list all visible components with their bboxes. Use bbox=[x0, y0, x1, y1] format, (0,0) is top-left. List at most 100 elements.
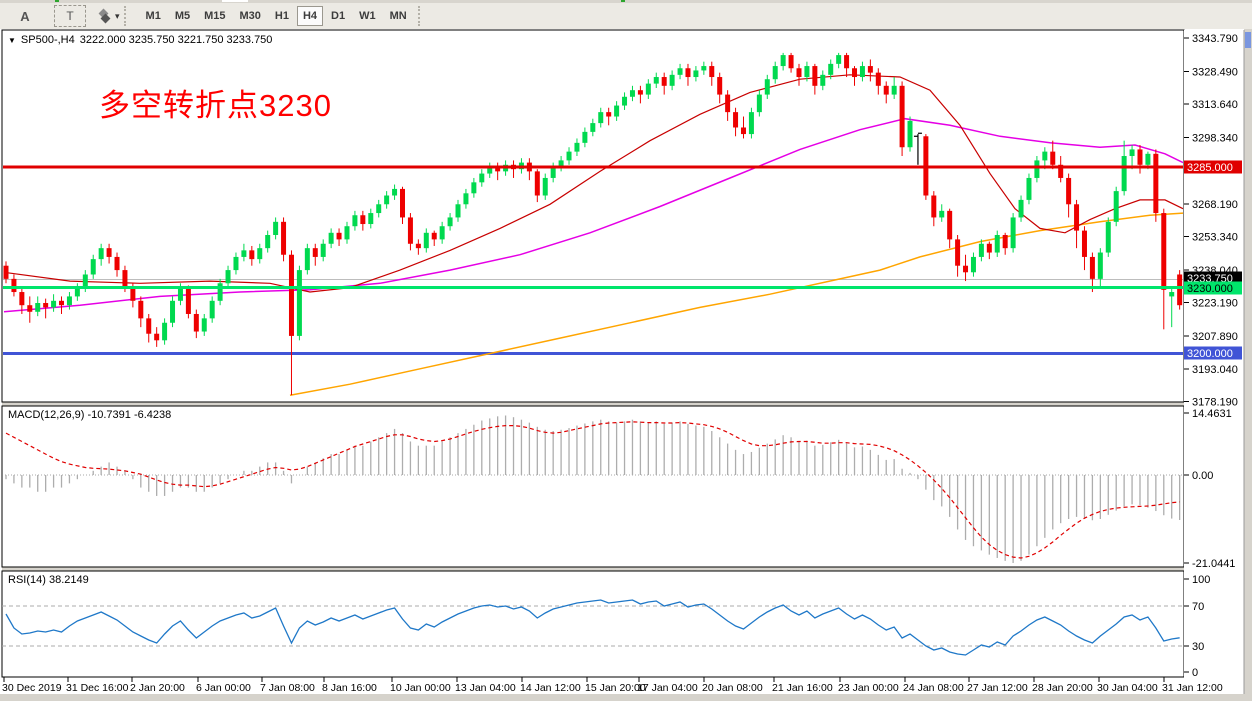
arrow-objects-tool-button[interactable]: ▾ bbox=[98, 8, 120, 23]
candle-body bbox=[51, 300, 57, 308]
candle-body bbox=[439, 226, 445, 240]
time-axis-label: 28 Jan 20:00 bbox=[1032, 682, 1093, 694]
candle-body bbox=[812, 66, 818, 86]
candle-body bbox=[1177, 274, 1183, 306]
text-label-tool-button[interactable]: T bbox=[54, 5, 86, 27]
macd-axis-label: 14.4631 bbox=[1192, 408, 1232, 420]
candle-body bbox=[1137, 149, 1143, 165]
price-tag bbox=[1184, 160, 1242, 174]
candle-body bbox=[1058, 164, 1064, 178]
candle-body bbox=[217, 283, 223, 301]
candle-body bbox=[1145, 153, 1151, 165]
panel-splitter[interactable] bbox=[2, 567, 1244, 571]
candle-body bbox=[1153, 153, 1159, 214]
timeframe-button-h1[interactable]: H1 bbox=[274, 10, 289, 22]
price-axis-label: 3268.190 bbox=[1192, 199, 1238, 211]
candle-body bbox=[590, 123, 596, 132]
timeframe-button-m15[interactable]: M15 bbox=[204, 10, 226, 22]
time-axis-label: 24 Jan 08:00 bbox=[903, 682, 964, 694]
candle-body bbox=[955, 239, 961, 266]
price-tag-label: 3230.000 bbox=[1187, 283, 1233, 295]
candle-body bbox=[978, 243, 984, 257]
timeframe-button-m1[interactable]: M1 bbox=[145, 10, 161, 22]
price-axis-label: 3298.340 bbox=[1192, 133, 1238, 145]
candle-body bbox=[1113, 191, 1119, 222]
collapse-chart-icon[interactable]: ▼ bbox=[8, 35, 16, 45]
candle-body bbox=[614, 105, 620, 117]
price-axis-label: 3313.640 bbox=[1192, 99, 1238, 111]
price-axis-column bbox=[1184, 30, 1244, 694]
price-axis-label: 3178.190 bbox=[1192, 396, 1238, 408]
candle-body bbox=[1074, 204, 1080, 231]
candle-body bbox=[154, 333, 160, 341]
timeframe-button-group: M1 M5 M15 M30 H1 H4 D1 W1 MN bbox=[139, 6, 414, 26]
candle-body bbox=[455, 204, 461, 218]
candle-body bbox=[98, 248, 104, 260]
rsi-panel[interactable] bbox=[1, 570, 1185, 678]
candle-body bbox=[677, 68, 683, 75]
candle-body bbox=[558, 160, 564, 167]
toolbar-grip[interactable] bbox=[123, 6, 135, 26]
price-tag bbox=[1184, 271, 1242, 285]
candle-body bbox=[1002, 234, 1008, 249]
macd-panel[interactable] bbox=[1, 405, 1185, 568]
timeframe-button-d1[interactable]: D1 bbox=[331, 10, 346, 22]
bottom-edge-strip bbox=[0, 694, 1252, 701]
candle-body bbox=[693, 70, 699, 78]
chart-title-bar: ▼ SP500-,H4 3222.000 3235.750 3221.750 3… bbox=[8, 34, 272, 46]
time-axis-label: 20 Jan 08:00 bbox=[702, 682, 763, 694]
main-chart-panel[interactable] bbox=[1, 29, 1185, 403]
candle-body bbox=[225, 270, 231, 284]
candle-body bbox=[368, 213, 374, 225]
candle-body bbox=[201, 318, 207, 332]
timeframe-button-m5[interactable]: M5 bbox=[174, 10, 191, 22]
candle-body bbox=[891, 85, 897, 95]
price-tag bbox=[1184, 281, 1242, 295]
candle-body bbox=[883, 85, 889, 95]
candle-body bbox=[772, 66, 778, 80]
time-axis-label: 17 Jan 04:00 bbox=[637, 682, 698, 694]
candle-body bbox=[431, 232, 437, 240]
rsi-plot-area[interactable] bbox=[2, 599, 1184, 656]
price-axis-label: 3253.340 bbox=[1192, 231, 1238, 243]
toolbar-grip[interactable] bbox=[417, 6, 429, 26]
timeframe-button-mn[interactable]: MN bbox=[389, 10, 407, 22]
candle-body bbox=[1097, 252, 1103, 279]
macd-plot-area[interactable] bbox=[2, 415, 1184, 563]
candle-body bbox=[725, 94, 731, 113]
macd-axis-label: -21.0441 bbox=[1192, 558, 1235, 570]
price-tag bbox=[1184, 346, 1242, 360]
candle-body bbox=[82, 274, 88, 288]
timeframe-button-h4[interactable]: H4 bbox=[296, 6, 324, 26]
candle-body bbox=[550, 166, 556, 178]
candle-body bbox=[986, 243, 992, 253]
panel-splitter[interactable] bbox=[2, 402, 1244, 406]
candle-body bbox=[970, 256, 976, 273]
scrollbar-thumb[interactable] bbox=[1245, 32, 1251, 48]
candle-body bbox=[1018, 199, 1024, 218]
chevron-down-icon[interactable]: ▾ bbox=[115, 10, 120, 21]
candle-body bbox=[780, 55, 786, 67]
candle-body bbox=[1050, 151, 1056, 165]
font-tool-button[interactable]: A bbox=[20, 8, 30, 24]
timeframe-button-w1[interactable]: W1 bbox=[359, 10, 376, 22]
timeframe-button-m30[interactable]: M30 bbox=[239, 10, 261, 22]
candle-body bbox=[566, 151, 572, 161]
candle-body bbox=[423, 232, 429, 249]
candle-body bbox=[185, 287, 191, 314]
main-plot-area[interactable] bbox=[2, 52, 1184, 396]
candle-body bbox=[629, 90, 635, 97]
candle-body bbox=[146, 318, 152, 334]
candle-body bbox=[606, 112, 612, 117]
toolbar-fragment bbox=[621, 0, 625, 2]
candle-body bbox=[931, 195, 937, 218]
candle-body bbox=[939, 210, 945, 218]
chart-annotation[interactable]: 多空转折点3230 bbox=[99, 88, 332, 123]
candle-body bbox=[542, 177, 548, 196]
price-axis-label: 3328.490 bbox=[1192, 67, 1238, 79]
candle-body bbox=[479, 173, 485, 183]
candle-body bbox=[1034, 160, 1040, 178]
candle-body bbox=[1081, 230, 1087, 257]
rsi-axis-label: 100 bbox=[1192, 574, 1210, 586]
